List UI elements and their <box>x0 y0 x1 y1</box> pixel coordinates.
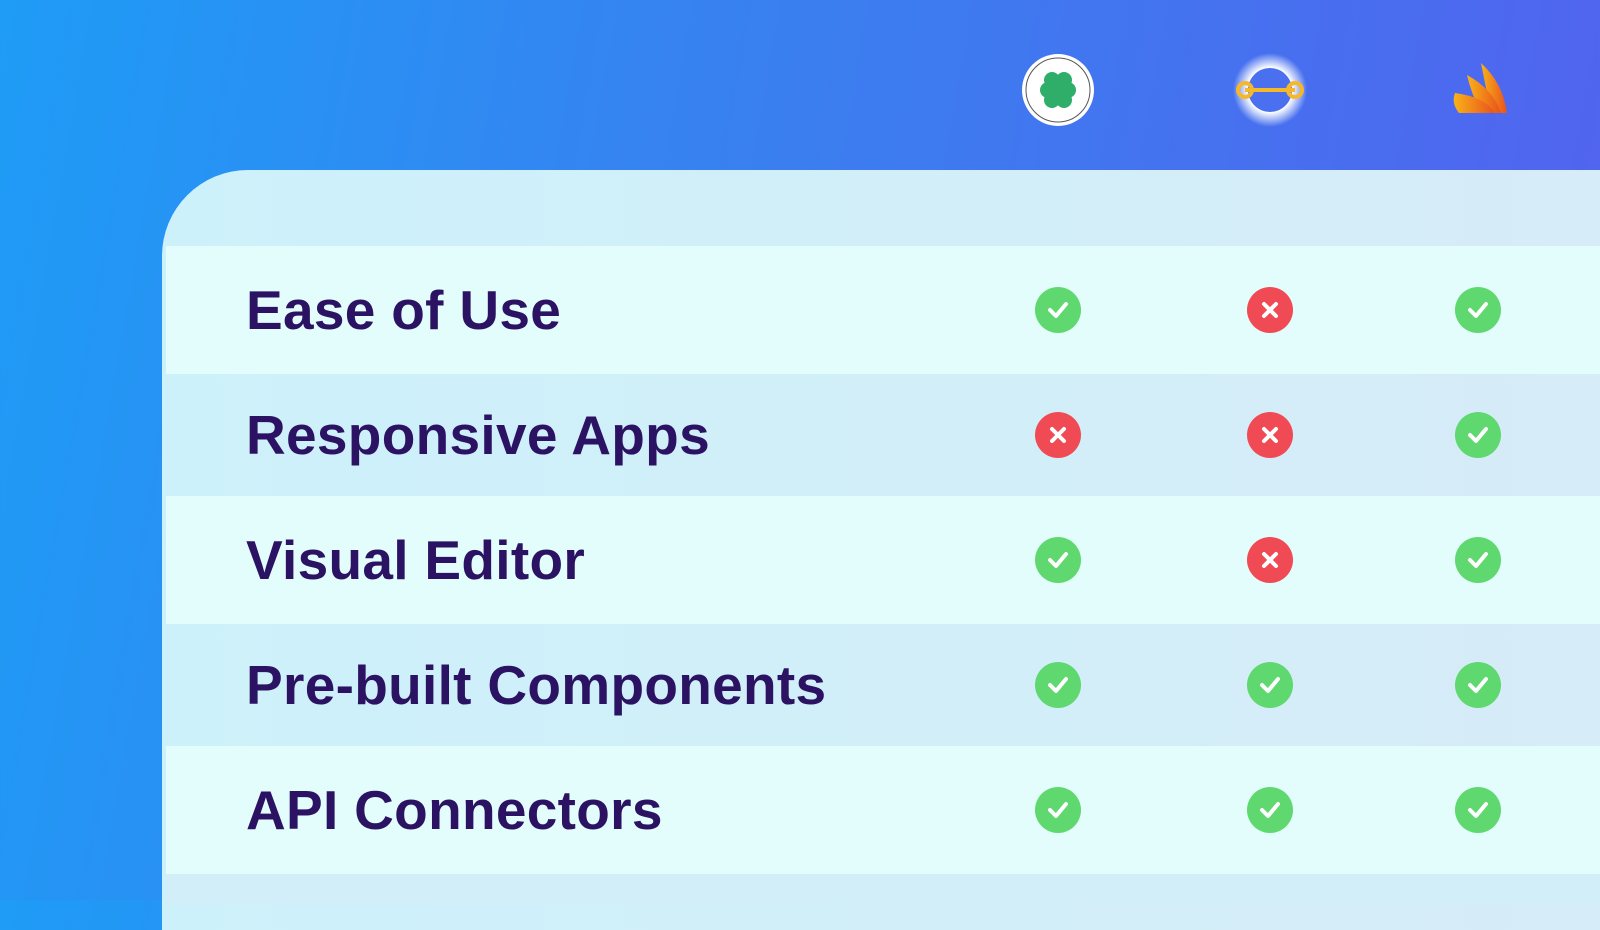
feature-row: Responsive Apps <box>166 374 1600 496</box>
check-icon <box>1455 662 1501 708</box>
check-icon <box>1455 787 1501 833</box>
feature-row: Visual Editor <box>166 496 1600 624</box>
link-ring-logo-icon <box>1233 53 1307 127</box>
cross-icon <box>1247 287 1293 333</box>
check-icon <box>1035 662 1081 708</box>
feature-label: Responsive Apps <box>246 404 710 466</box>
check-icon <box>1247 787 1293 833</box>
feature-row: Pre-built Components <box>166 624 1600 746</box>
check-icon <box>1455 537 1501 583</box>
feature-label: API Connectors <box>246 779 663 841</box>
check-icon <box>1035 537 1081 583</box>
feature-row <box>166 874 1600 904</box>
feature-row: API Connectors <box>166 746 1600 874</box>
orange-wings-logo-icon <box>1441 53 1515 127</box>
feature-label: Ease of Use <box>246 279 562 341</box>
check-icon <box>1035 787 1081 833</box>
feature-row: Ease of Use <box>166 246 1600 374</box>
cross-icon <box>1035 412 1081 458</box>
cross-icon <box>1247 537 1293 583</box>
check-icon <box>1035 287 1081 333</box>
check-icon <box>1455 287 1501 333</box>
check-icon <box>1247 662 1293 708</box>
clover-logo-icon <box>1021 53 1095 127</box>
cross-icon <box>1247 412 1293 458</box>
feature-label: Visual Editor <box>246 529 586 591</box>
feature-label: Pre-built Components <box>246 654 827 716</box>
check-icon <box>1455 412 1501 458</box>
